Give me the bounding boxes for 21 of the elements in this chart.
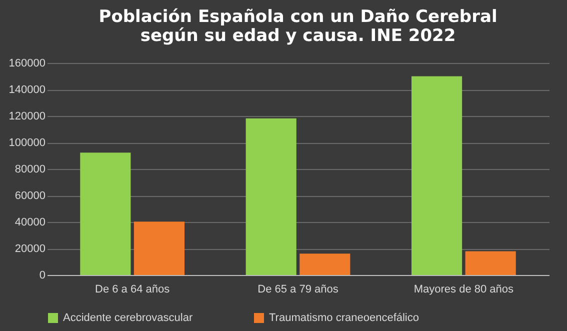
bar (300, 254, 350, 275)
y-tick-label: 100000 (8, 137, 46, 149)
chart-title: Población Española con un Daño Cerebral según su edad y causa. INE 2022 (98, 7, 498, 46)
y-tick-label: 80000 (14, 164, 46, 176)
legend-label: Accidente cerebrovascular (63, 312, 193, 324)
bar (465, 251, 516, 275)
x-tick-label: De 65 a 79 años (258, 284, 339, 296)
y-tick-label: 20000 (14, 243, 46, 255)
y-tick-label: 0 (39, 270, 46, 282)
y-tick-label: 40000 (14, 216, 46, 228)
x-tick-label: Mayores de 80 años (414, 284, 514, 296)
bar (246, 118, 296, 275)
y-tick-label: 160000 (8, 58, 46, 70)
bar (411, 76, 462, 275)
legend-label: Traumatismo craneoencefálico (269, 312, 419, 324)
y-tick-label: 60000 (14, 190, 46, 202)
y-tick-label: 120000 (8, 110, 46, 122)
y-tick-label: 140000 (8, 84, 46, 96)
bar (134, 222, 185, 275)
bar (80, 152, 131, 275)
x-tick-label: De 6 a 64 años (95, 284, 170, 296)
